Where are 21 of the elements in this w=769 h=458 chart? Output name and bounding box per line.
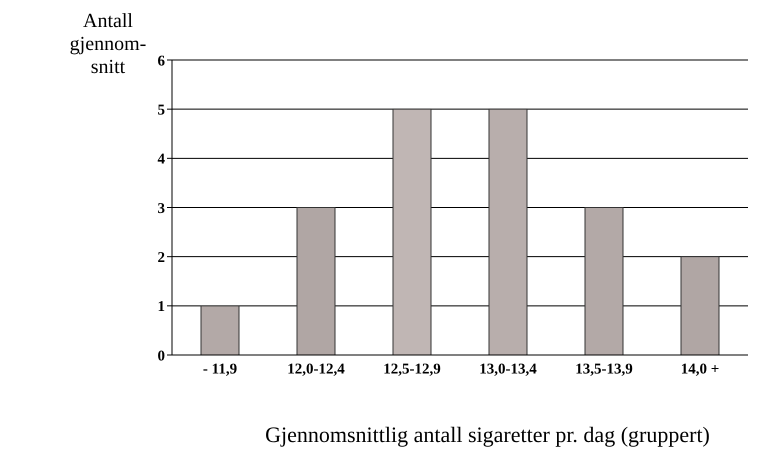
- y-tick-label: 3: [158, 200, 165, 217]
- bar: [392, 108, 432, 355]
- x-tick-label: 13,5-13,9: [575, 362, 633, 378]
- x-tick-label: - 11,9: [202, 362, 238, 378]
- bar: [296, 207, 336, 355]
- y-tick-label: 0: [158, 348, 165, 364]
- y-tick-label: 1: [158, 299, 165, 316]
- x-axis-title: Gjennomsnittlig antall sigaretter pr. dag (gruppert): [264, 422, 711, 448]
- bar: [584, 207, 624, 355]
- bar: [488, 108, 528, 355]
- x-tick-label: 12,0-12,4: [287, 362, 346, 378]
- y-tick-label: 6: [158, 53, 166, 70]
- x-tick-label: 14,0 +: [680, 362, 720, 378]
- y-tick-label: 2: [158, 250, 165, 266]
- y-axis-title: Antall gjennom- snitt: [68, 10, 148, 79]
- bar: [680, 256, 720, 355]
- y-tick-label: 5: [158, 102, 165, 118]
- bar: [200, 305, 240, 355]
- x-tick-label: 12,5-12,9: [383, 362, 441, 378]
- x-tick-label: 13,0-13,4: [479, 362, 538, 378]
- y-tick-label: 4: [158, 152, 166, 168]
